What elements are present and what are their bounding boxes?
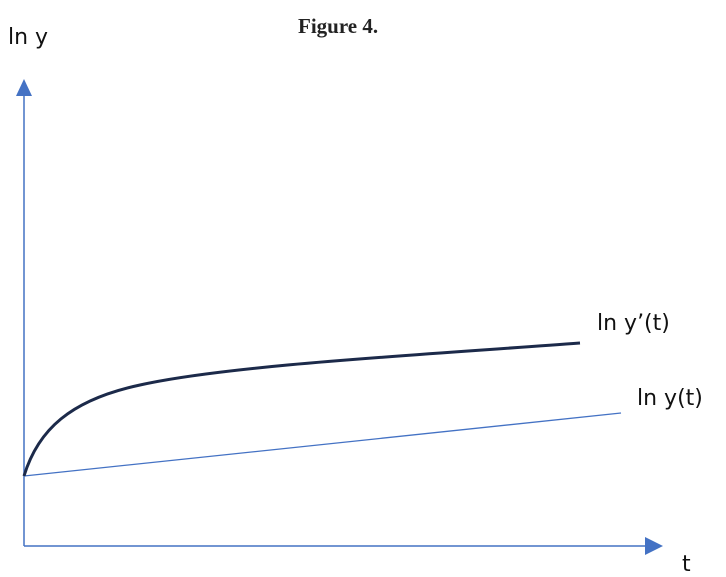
curve-label-ln-y-prime: ln y’(t)	[597, 311, 670, 336]
y-axis-label: ln y	[8, 25, 48, 50]
curve-ln-y	[23, 412, 622, 477]
x-axis-arrow-icon	[645, 537, 663, 555]
curve-ln-y-prime	[22, 341, 581, 477]
figure-title: Figure 4.	[298, 14, 379, 38]
x-axis-label: t	[682, 552, 691, 577]
y-axis-arrow-icon	[16, 79, 32, 96]
curve-label-ln-y: ln y(t)	[637, 386, 703, 411]
